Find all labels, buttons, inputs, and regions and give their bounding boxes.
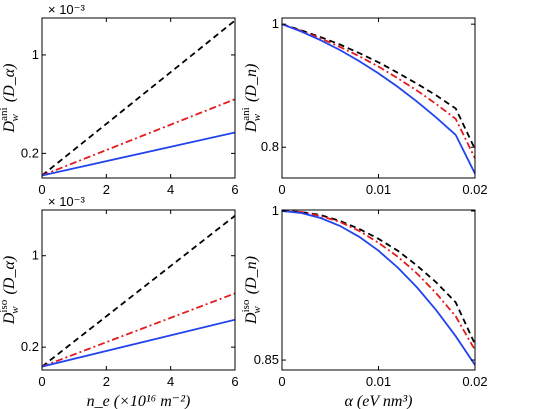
series-line-bottom-left-2 (42, 318, 235, 368)
y-tick-label: 0.2 (21, 339, 39, 354)
panel-top-left: 0 2 4 6 0.2 1 × 10⁻³ Daniw (D_α) (0, 2, 239, 197)
y-axis-label: Disow (D_n) (240, 256, 263, 325)
plot-frame-top-left (41, 17, 236, 179)
series-line-top-right-0 (282, 23, 475, 150)
series-line-bottom-right-2 (282, 210, 475, 366)
x-tick-label: 0.01 (366, 182, 391, 197)
x-tick-label: 0.02 (462, 182, 487, 197)
y-tick-label: 1 (32, 47, 39, 62)
series-line-top-left-1 (42, 98, 235, 177)
x-tick-label: 0 (38, 182, 45, 197)
x-axis-label: n_e (×10¹⁶ m⁻²) (87, 393, 191, 409)
series-line-top-left-0 (42, 19, 235, 177)
y-tick-label: 0.85 (254, 352, 279, 367)
panel-top-right: 0 0.01 0.02 0.8 1 Daniw (D_n) (240, 16, 488, 197)
y-tick-label: 1 (272, 203, 279, 218)
y-axis-label: Disow (D_α) (0, 256, 21, 325)
x-axis-label: α (eV nm³) (345, 393, 413, 409)
x-tick-label: 4 (167, 182, 174, 197)
series-line-top-right-2 (282, 23, 475, 175)
series-line-bottom-right-1 (282, 210, 475, 351)
series-line-bottom-left-1 (42, 292, 235, 368)
series-line-top-right-1 (282, 23, 475, 159)
x-tick-label: 0 (278, 182, 285, 197)
series-line-top-left-2 (42, 131, 235, 177)
axis-multiplier: × 10⁻³ (48, 2, 86, 17)
y-tick-label: 0.2 (21, 145, 39, 160)
plot-frame-bottom-left (41, 209, 236, 371)
axis-multiplier: × 10⁻³ (48, 194, 86, 209)
y-axis-label: Daniw (D_α) (0, 64, 21, 134)
panel-bottom-right: 0 0.01 0.02 0.85 1 Disow (D_n) α (eV nm³) (240, 203, 488, 409)
x-tick-label: 0.01 (366, 374, 391, 389)
x-tick-label: 4 (167, 374, 174, 389)
x-tick-label: 2 (103, 182, 110, 197)
plot-frame-bottom-right (281, 209, 476, 371)
y-tick-label: 1 (32, 248, 39, 263)
panel-bottom-left: 0 2 4 6 0.2 1 × 10⁻³ Disow (D_α) n_e (×10¹⁶ m⁻²) (0, 194, 239, 409)
y-axis-label: Daniw (D_n) (240, 64, 263, 134)
series-line-bottom-left-0 (42, 214, 235, 368)
plot-frame-top-right (281, 17, 476, 179)
x-tick-label: 0 (278, 374, 285, 389)
y-tick-label: 1 (272, 16, 279, 31)
y-tick-label: 0.8 (261, 139, 279, 154)
x-tick-label: 0.02 (462, 374, 487, 389)
x-tick-label: 2 (103, 374, 110, 389)
x-tick-label: 6 (231, 182, 238, 197)
x-tick-label: 0 (38, 374, 45, 389)
x-tick-label: 6 (231, 374, 238, 389)
